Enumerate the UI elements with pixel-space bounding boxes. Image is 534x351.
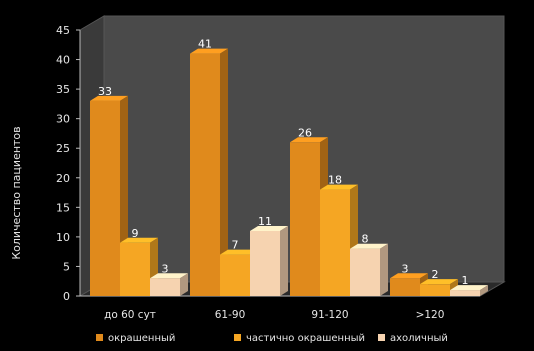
data-label: 41 [198,38,212,51]
bar-top [350,243,388,249]
y-tick-label: 0 [63,290,70,303]
bar-top [390,273,428,279]
x-tick-label: >120 [416,309,445,321]
y-tick-label: 15 [56,201,70,214]
legend-label: частично окрашенный [246,333,365,344]
bar-top [150,273,188,279]
bar [250,225,288,296]
legend-label: окрашенный [108,333,175,344]
data-label: 33 [98,85,112,98]
legend-swatch [96,334,103,341]
legend: окрашенный частично окрашенный ахоличный [96,333,448,344]
bar-top [290,137,328,143]
legend-label: ахоличный [390,333,448,344]
bar-side [220,48,228,297]
data-label: 3 [162,262,169,275]
y-tick-label: 5 [63,260,70,273]
y-tick-label: 25 [56,142,70,155]
data-label: 18 [328,174,342,187]
bar-side [480,285,488,296]
legend-item: ахоличный [378,333,448,344]
data-label: 9 [132,227,139,240]
data-label: 3 [402,262,409,275]
bar-front [120,242,150,296]
data-label: 8 [362,233,369,246]
bar [150,273,188,296]
bar-front [350,248,380,296]
bar [390,273,428,296]
bar-front [390,278,420,296]
legend-item: окрашенный [96,333,175,344]
data-label: 11 [258,215,272,228]
y-axis-label: Количество пациентов [10,126,23,259]
data-label: 26 [298,126,312,139]
data-label: 1 [462,274,469,287]
y-tick-label: 20 [56,172,70,185]
bar [450,285,488,296]
y-tick-label: 45 [56,24,70,37]
bar [120,237,158,296]
bar-front [320,189,350,296]
bar-front [220,254,250,296]
x-tick-label: 91-120 [311,309,348,321]
y-tick-label: 35 [56,83,70,96]
legend-swatch [378,334,385,341]
bar-top [190,48,228,54]
bar-front [250,230,280,296]
y-tick-label: 30 [56,113,70,126]
bar-top [220,249,258,255]
bars [90,48,488,297]
bar [350,243,388,296]
bar-top [450,285,488,291]
bar-top [90,95,128,101]
bar-side [380,243,388,296]
data-label: 7 [232,239,239,252]
legend-item: частично окрашенный [234,333,365,344]
data-labels: 33 9 3 41 7 11 26 18 8 3 2 1 [98,38,469,287]
data-label: 2 [432,268,439,281]
legend-swatch [234,334,241,341]
bar-top [120,237,158,243]
bar [190,48,228,297]
bar-front [290,142,320,296]
bar-side [280,225,288,296]
bar-front [150,278,180,296]
bar-front [450,290,480,296]
bar-top [320,184,358,190]
x-tick-label: 61-90 [215,309,246,321]
y-tick-label: 10 [56,231,70,244]
x-tick-label: до 60 сут [104,309,156,321]
y-tick-label: 40 [56,54,70,67]
bar-front [90,100,120,296]
bar-front [190,53,220,297]
bar-top [250,225,288,231]
bar-side [180,273,188,296]
bar-top [420,279,458,285]
bar-front [420,284,450,296]
